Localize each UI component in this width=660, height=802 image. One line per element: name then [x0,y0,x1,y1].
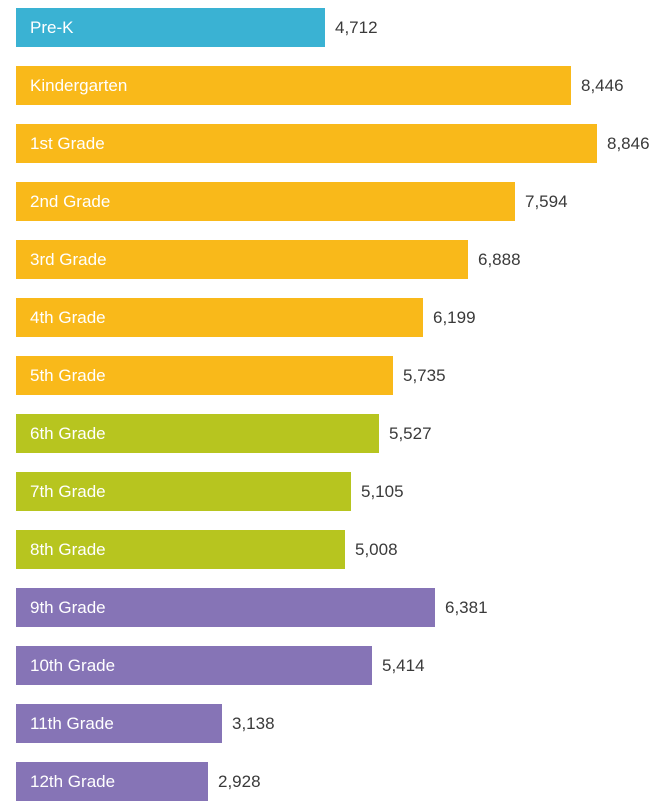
bar-10th-grade [16,646,372,685]
bar-9th-grade [16,588,435,627]
category-label-4th-grade: 4th Grade [30,308,106,327]
value-label-4th-grade: 6,199 [433,308,476,327]
value-label-1st-grade: 8,846 [607,134,650,153]
bar-6th-grade [16,414,379,453]
bar-12th-grade [16,762,208,801]
value-label-3rd-grade: 6,888 [478,250,521,269]
value-label-10th-grade: 5,414 [382,656,425,675]
category-label-11th-grade: 11th Grade [30,714,114,733]
category-label-8th-grade: 8th Grade [30,540,106,559]
category-label-6th-grade: 6th Grade [30,424,106,443]
bar-kindergarten [16,66,571,105]
category-label-1st-grade: 1st Grade [30,134,105,153]
bar-7th-grade [16,472,351,511]
value-label-8th-grade: 5,008 [355,540,398,559]
category-label-9th-grade: 9th Grade [30,598,106,617]
bar-2nd-grade [16,182,515,221]
value-label-5th-grade: 5,735 [403,366,446,385]
bar-8th-grade [16,530,345,569]
bar-4th-grade [16,298,423,337]
category-label-5th-grade: 5th Grade [30,366,106,385]
value-label-11th-grade: 3,138 [232,714,275,733]
bar-pre-k [16,8,325,47]
category-label-3rd-grade: 3rd Grade [30,250,107,269]
category-label-2nd-grade: 2nd Grade [30,192,110,211]
category-label-pre-k: Pre-K [30,18,74,37]
value-label-kindergarten: 8,446 [581,76,624,95]
value-label-6th-grade: 5,527 [389,424,432,443]
value-label-2nd-grade: 7,594 [525,192,568,211]
category-label-7th-grade: 7th Grade [30,482,106,501]
category-label-12th-grade: 12th Grade [30,772,115,791]
bar-1st-grade [16,124,597,163]
value-label-pre-k: 4,712 [335,18,378,37]
category-label-kindergarten: Kindergarten [30,76,127,95]
category-label-10th-grade: 10th Grade [30,656,115,675]
value-label-12th-grade: 2,928 [218,772,261,791]
bars-layer: Pre-K 4,712 Kindergarten 8,446 1st Grade 8,84… [16,8,650,801]
bar-5th-grade [16,356,393,395]
bar-3rd-grade [16,240,468,279]
value-label-9th-grade: 6,381 [445,598,488,617]
value-label-7th-grade: 5,105 [361,482,404,501]
bar-11th-grade [16,704,222,743]
